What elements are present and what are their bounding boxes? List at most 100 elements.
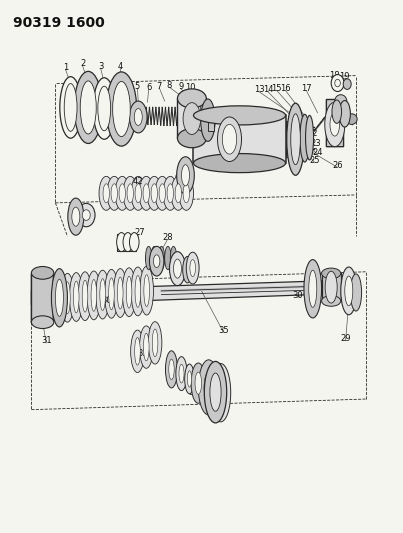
Ellipse shape (287, 103, 304, 175)
Ellipse shape (177, 157, 194, 194)
Ellipse shape (330, 113, 340, 136)
Text: 34: 34 (170, 370, 181, 379)
Ellipse shape (222, 124, 237, 154)
Ellipse shape (305, 115, 314, 160)
Ellipse shape (122, 268, 136, 317)
Ellipse shape (52, 269, 67, 327)
Ellipse shape (123, 232, 133, 252)
Text: 38: 38 (197, 392, 208, 401)
Ellipse shape (181, 165, 189, 186)
Text: 22: 22 (307, 130, 318, 139)
Ellipse shape (80, 81, 96, 134)
Ellipse shape (96, 270, 110, 319)
Ellipse shape (190, 260, 195, 277)
Ellipse shape (173, 259, 181, 278)
Bar (145, 256, 181, 260)
Text: 9: 9 (178, 82, 183, 91)
Ellipse shape (99, 176, 114, 211)
Ellipse shape (148, 321, 162, 364)
Ellipse shape (93, 78, 115, 139)
Ellipse shape (127, 184, 133, 203)
Ellipse shape (106, 72, 137, 146)
Ellipse shape (116, 232, 126, 252)
Ellipse shape (135, 276, 141, 308)
Text: 23: 23 (310, 139, 321, 148)
Ellipse shape (193, 154, 286, 173)
Text: 21: 21 (330, 107, 341, 116)
Text: 7: 7 (157, 82, 162, 91)
Bar (177, 99, 206, 138)
Ellipse shape (109, 278, 114, 310)
Ellipse shape (147, 176, 162, 211)
Text: 13: 13 (254, 85, 265, 94)
Ellipse shape (114, 269, 127, 317)
Ellipse shape (64, 84, 77, 131)
Ellipse shape (155, 176, 170, 211)
Ellipse shape (151, 246, 158, 270)
Ellipse shape (169, 359, 174, 379)
Text: 33: 33 (137, 349, 147, 358)
Text: 26: 26 (332, 161, 343, 170)
Ellipse shape (176, 357, 187, 391)
Ellipse shape (115, 176, 129, 211)
Text: 3: 3 (98, 62, 103, 70)
Ellipse shape (186, 252, 199, 284)
Ellipse shape (170, 246, 177, 270)
Text: 11: 11 (197, 105, 208, 114)
Ellipse shape (107, 176, 121, 211)
Ellipse shape (131, 330, 144, 373)
Ellipse shape (187, 371, 192, 387)
Ellipse shape (325, 102, 345, 147)
Ellipse shape (31, 316, 54, 328)
Ellipse shape (183, 103, 201, 134)
Text: 27: 27 (134, 228, 145, 237)
Text: 10: 10 (185, 83, 195, 92)
Polygon shape (31, 273, 54, 322)
Text: 45: 45 (68, 220, 79, 229)
Text: 18: 18 (329, 71, 340, 80)
Ellipse shape (339, 101, 350, 127)
Ellipse shape (191, 363, 206, 403)
Ellipse shape (87, 271, 101, 320)
Ellipse shape (131, 176, 145, 211)
Ellipse shape (322, 268, 341, 279)
Ellipse shape (183, 184, 189, 203)
Ellipse shape (350, 274, 361, 311)
Text: 14: 14 (263, 85, 274, 94)
Text: 30: 30 (101, 296, 112, 305)
Ellipse shape (331, 75, 344, 92)
Text: 90319 1600: 90319 1600 (13, 15, 105, 30)
Bar (183, 175, 187, 187)
Ellipse shape (304, 260, 322, 318)
Ellipse shape (60, 77, 81, 138)
Ellipse shape (185, 364, 194, 394)
Ellipse shape (343, 79, 351, 90)
Ellipse shape (183, 256, 192, 283)
Ellipse shape (179, 364, 184, 383)
Text: 35: 35 (218, 326, 229, 335)
Ellipse shape (68, 198, 84, 235)
Ellipse shape (134, 109, 142, 125)
Ellipse shape (218, 117, 241, 161)
Text: 42: 42 (132, 177, 143, 186)
Ellipse shape (211, 364, 231, 422)
Ellipse shape (91, 279, 97, 311)
Ellipse shape (139, 176, 154, 211)
Polygon shape (31, 280, 357, 305)
Ellipse shape (98, 86, 111, 131)
Ellipse shape (175, 184, 181, 203)
Text: 36: 36 (180, 379, 191, 389)
Ellipse shape (163, 176, 177, 211)
Ellipse shape (123, 176, 137, 211)
Ellipse shape (135, 184, 141, 203)
Text: 41: 41 (174, 171, 185, 180)
Ellipse shape (60, 273, 74, 322)
Ellipse shape (210, 373, 221, 411)
Ellipse shape (143, 333, 149, 361)
Ellipse shape (129, 232, 139, 252)
Text: 16: 16 (280, 84, 291, 93)
Ellipse shape (216, 377, 225, 409)
Text: 25: 25 (309, 156, 320, 165)
Text: 24: 24 (312, 148, 323, 157)
Ellipse shape (345, 276, 353, 306)
